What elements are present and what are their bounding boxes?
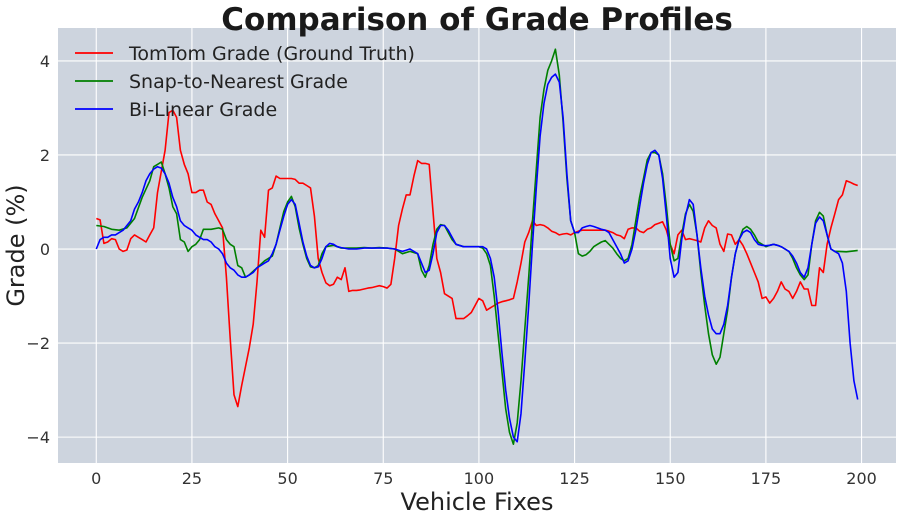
series-lines bbox=[95, 48, 859, 446]
grid-lines bbox=[58, 28, 896, 463]
y-tick-label: 4 bbox=[40, 52, 50, 71]
series-line-1 bbox=[96, 109, 858, 408]
x-tick-label: 25 bbox=[182, 469, 202, 488]
y-axis-label: Grade (%) bbox=[2, 184, 30, 306]
x-tick-label: 75 bbox=[373, 469, 393, 488]
y-tick-label: 2 bbox=[40, 146, 50, 165]
x-tick-label: 175 bbox=[751, 469, 782, 488]
series-line-2 bbox=[96, 48, 858, 446]
x-tick-label: 100 bbox=[464, 469, 495, 488]
plot-area bbox=[58, 28, 896, 463]
legend: TomTom Grade (Ground Truth) Snap-to-Neare… bbox=[75, 43, 415, 121]
x-tick-label: 200 bbox=[846, 469, 877, 488]
x-tick-label: 50 bbox=[277, 469, 297, 488]
tick-labels: 0 25 50 75 100 125 150 175 200 −4 −2 0 2 4 bbox=[26, 52, 876, 488]
y-tick-label: 0 bbox=[40, 240, 50, 259]
x-tick-label: 125 bbox=[559, 469, 590, 488]
chart-title: Comparison of Grade Profiles bbox=[221, 2, 733, 38]
x-axis-label: Vehicle Fixes bbox=[401, 488, 554, 516]
y-tick-label: −4 bbox=[26, 428, 50, 447]
legend-label: Bi-Linear Grade bbox=[129, 99, 277, 121]
legend-label: Snap-to-Nearest Grade bbox=[129, 71, 348, 93]
legend-label: TomTom Grade (Ground Truth) bbox=[128, 43, 415, 65]
y-tick-label: −2 bbox=[26, 334, 50, 353]
x-tick-label: 0 bbox=[91, 469, 101, 488]
x-tick-label: 150 bbox=[655, 469, 686, 488]
series-line-3 bbox=[95, 73, 859, 443]
